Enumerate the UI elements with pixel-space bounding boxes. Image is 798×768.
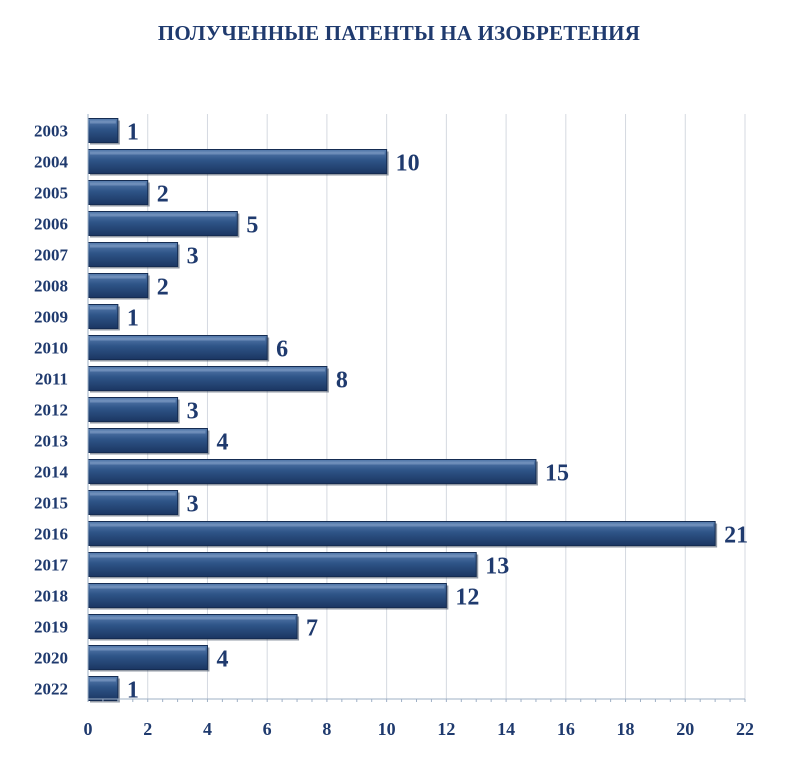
data-label: 13 bbox=[485, 554, 509, 580]
bar-highlight bbox=[90, 616, 296, 620]
x-tick-label: 16 bbox=[557, 719, 575, 739]
data-label: 5 bbox=[246, 213, 258, 239]
x-tick-label: 12 bbox=[437, 719, 455, 739]
y-category-label: 2010 bbox=[34, 339, 68, 358]
gridlines bbox=[147, 114, 746, 699]
data-label: 6 bbox=[276, 337, 288, 363]
x-tick-label: 10 bbox=[378, 719, 396, 739]
y-category-label: 2005 bbox=[34, 184, 68, 203]
data-label: 7 bbox=[306, 616, 318, 642]
x-tick-label: 6 bbox=[263, 719, 272, 739]
data-label: 3 bbox=[187, 244, 199, 270]
bar-highlight bbox=[90, 492, 176, 496]
y-category-label: 2022 bbox=[34, 680, 68, 699]
bar-highlight bbox=[90, 275, 146, 279]
data-label: 3 bbox=[187, 399, 199, 425]
data-label: 10 bbox=[396, 151, 420, 177]
x-tick-label: 4 bbox=[203, 719, 212, 739]
y-category-label: 2015 bbox=[34, 494, 68, 513]
x-tick-label: 18 bbox=[617, 719, 635, 739]
bar-highlight bbox=[90, 554, 475, 558]
chart-title: ПОЛУЧЕННЫЕ ПАТЕНТЫ НА ИЗОБРЕТЕНИЯ bbox=[157, 21, 641, 45]
y-category-label: 2019 bbox=[34, 618, 68, 637]
bar-highlight bbox=[90, 647, 206, 651]
x-tick-label: 20 bbox=[676, 719, 694, 739]
bar-highlight bbox=[90, 523, 714, 527]
x-tick-label: 14 bbox=[497, 719, 515, 739]
data-label: 2 bbox=[157, 275, 169, 301]
y-category-label: 2011 bbox=[35, 370, 68, 389]
data-label: 3 bbox=[187, 492, 199, 518]
y-category-label: 2013 bbox=[34, 432, 68, 451]
bar-highlight bbox=[90, 678, 116, 682]
x-tick-label: 2 bbox=[143, 719, 152, 739]
y-category-label: 2014 bbox=[34, 463, 69, 482]
y-category-label: 2020 bbox=[34, 649, 68, 668]
y-category-label: 2007 bbox=[34, 246, 69, 265]
y-category-label: 2016 bbox=[34, 525, 68, 544]
y-category-label: 2004 bbox=[34, 153, 69, 172]
y-category-label: 2009 bbox=[34, 308, 68, 327]
y-category-label: 2017 bbox=[34, 556, 69, 575]
data-label: 12 bbox=[455, 585, 479, 611]
data-label: 1 bbox=[127, 678, 139, 704]
bar-highlight bbox=[90, 306, 116, 310]
bar-highlight bbox=[90, 368, 325, 372]
data-label: 4 bbox=[216, 647, 228, 673]
data-label: 15 bbox=[545, 461, 569, 487]
bar-highlight bbox=[90, 461, 534, 465]
bar-highlight bbox=[90, 337, 266, 341]
x-tick-label: 22 bbox=[736, 719, 754, 739]
x-tick-label: 0 bbox=[84, 719, 93, 739]
y-category-label: 2003 bbox=[34, 122, 68, 141]
data-label: 21 bbox=[724, 523, 748, 549]
data-label: 1 bbox=[127, 120, 139, 146]
data-label: 1 bbox=[127, 306, 139, 332]
y-category-label: 2008 bbox=[34, 277, 68, 296]
bar-highlight bbox=[90, 430, 206, 434]
y-category-label: 2018 bbox=[34, 587, 68, 606]
bars bbox=[87, 118, 718, 703]
data-label: 2 bbox=[157, 182, 169, 208]
bar-highlight bbox=[90, 585, 445, 589]
x-tick-label: 8 bbox=[322, 719, 331, 739]
x-axis bbox=[87, 114, 746, 702]
bar-highlight bbox=[90, 182, 146, 186]
bar-highlight bbox=[90, 213, 236, 217]
y-category-label: 2012 bbox=[34, 401, 68, 420]
y-category-label: 2006 bbox=[34, 215, 68, 234]
data-label: 8 bbox=[336, 368, 348, 394]
bar-highlight bbox=[90, 399, 176, 403]
bar-highlight bbox=[90, 120, 116, 124]
bar-highlight bbox=[90, 244, 176, 248]
bar-highlight bbox=[90, 151, 385, 155]
data-label: 4 bbox=[216, 430, 228, 456]
